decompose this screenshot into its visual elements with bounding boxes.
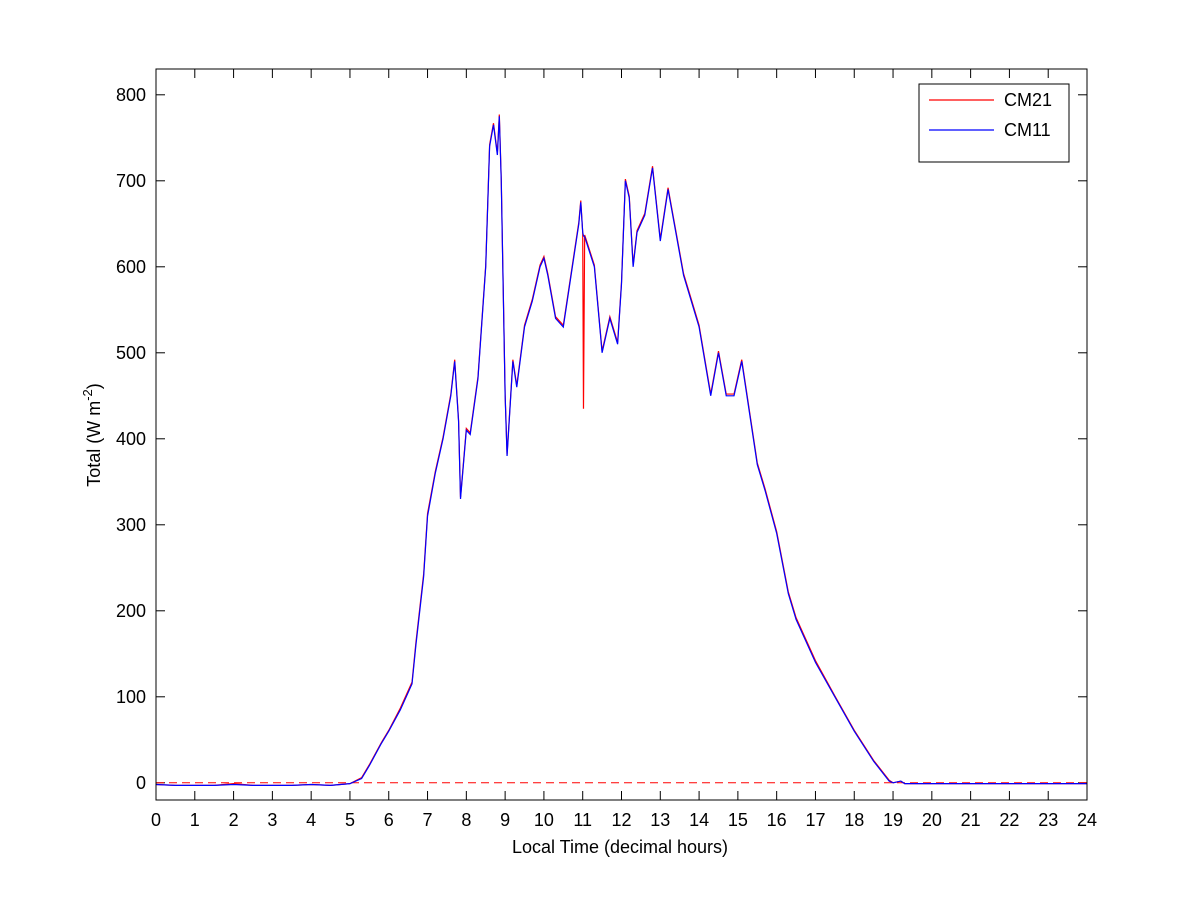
y-axis-label-end: ) — [84, 383, 104, 389]
x-tick-label: 1 — [190, 810, 200, 830]
x-tick-label: 11 — [573, 810, 592, 830]
x-tick-label: 22 — [999, 810, 1019, 830]
x-axis-label: Local Time (decimal hours) — [512, 837, 728, 857]
y-tick-label: 0 — [136, 773, 146, 793]
y-tick-label: 800 — [116, 85, 146, 105]
x-tick-label: 0 — [151, 810, 161, 830]
y-tick-label: 700 — [116, 171, 146, 191]
x-tick-label: 24 — [1077, 810, 1097, 830]
y-axis-label: Total (W m-2) — [80, 383, 104, 487]
y-tick-label: 200 — [116, 601, 146, 621]
x-tick-label: 3 — [267, 810, 277, 830]
y-tick-label: 400 — [116, 429, 146, 449]
x-tick-label: 19 — [883, 810, 903, 830]
y-tick-label: 100 — [116, 687, 146, 707]
x-tick-label: 4 — [306, 810, 316, 830]
legend-label: CM11 — [1004, 120, 1051, 140]
y-tick-label: 300 — [116, 515, 146, 535]
legend-box — [918, 83, 1070, 163]
x-tick-label: 14 — [689, 810, 709, 830]
axes-box — [155, 68, 1088, 801]
x-tick-label: 9 — [500, 810, 510, 830]
y-axis-label-text: Total (W m — [84, 401, 104, 487]
plot-area — [156, 69, 1087, 800]
legend-label: CM21 — [1004, 90, 1052, 110]
x-tick-label: 20 — [922, 810, 942, 830]
x-tick-label: 6 — [384, 810, 394, 830]
y-axis-label-sup: -2 — [80, 389, 95, 401]
x-tick-label: 12 — [611, 810, 631, 830]
x-tick-label: 15 — [728, 810, 748, 830]
y-tick-label: 600 — [116, 257, 146, 277]
y-tick-label: 500 — [116, 343, 146, 363]
x-tick-label: 18 — [844, 810, 864, 830]
x-tick-label: 8 — [461, 810, 471, 830]
x-tick-label: 16 — [767, 810, 787, 830]
x-tick-label: 13 — [650, 810, 670, 830]
data-line — [155, 116, 1087, 786]
x-tick-label: 10 — [534, 810, 554, 830]
x-tick-label: 2 — [229, 810, 239, 830]
x-tick-label: 5 — [345, 810, 355, 830]
x-tick-label: 7 — [423, 810, 433, 830]
x-tick-label: 23 — [1038, 810, 1058, 830]
x-tick-label: 21 — [961, 810, 981, 830]
x-tick-label: 17 — [805, 810, 825, 830]
